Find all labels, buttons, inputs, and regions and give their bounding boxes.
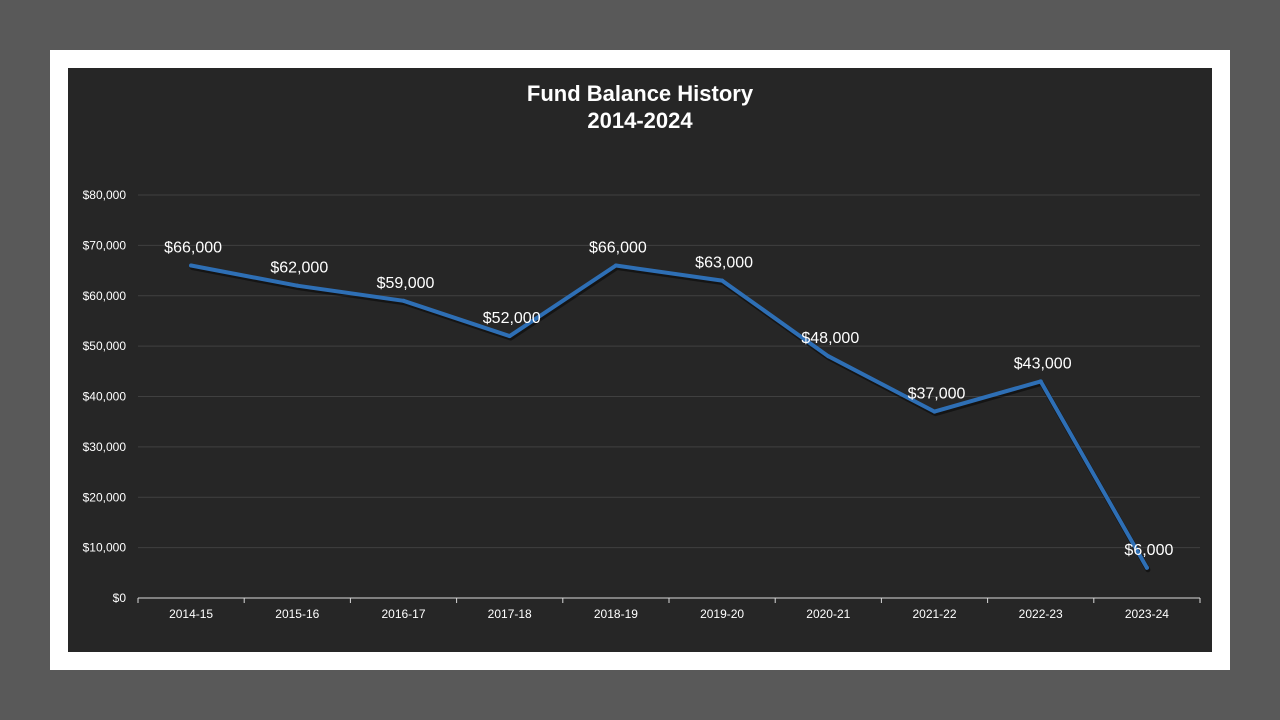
y-tick-label: $70,000 (83, 238, 127, 252)
x-tick-label: 2023-24 (1125, 607, 1169, 621)
data-point (401, 298, 406, 303)
data-label: $59,000 (377, 275, 435, 292)
data-labels: $66,000 $62,000 $59,000 $52,000 $66,000 $63,0… (164, 240, 1173, 559)
x-tick-label: 2015-16 (275, 607, 319, 621)
data-label: $48,000 (801, 330, 859, 347)
x-tick-label: 2018-19 (594, 607, 638, 621)
data-point (1144, 565, 1149, 570)
data-point (613, 263, 618, 268)
data-label: $37,000 (908, 386, 966, 403)
data-point (720, 278, 725, 283)
line-chart: Fund Balance History 2014-2024 $0 $10,000… (83, 81, 1201, 621)
data-point (826, 354, 831, 359)
y-tick-label: $20,000 (83, 490, 127, 504)
y-tick-label: $50,000 (83, 339, 127, 353)
y-axis: $0 $10,000 $20,000 $30,000 $40,000 $50,000 $60… (83, 188, 127, 605)
data-label: $66,000 (164, 240, 222, 257)
y-tick-label: $30,000 (83, 440, 127, 454)
x-axis: 2014-15 2015-16 2016-17 2017-18 2018-19 2019-… (137, 597, 1201, 621)
data-point (295, 283, 300, 288)
x-tick-label: 2017-18 (488, 607, 532, 621)
x-tick-label: 2022-23 (1019, 607, 1063, 621)
chart-title: Fund Balance History (527, 81, 754, 106)
data-label: $66,000 (589, 240, 647, 257)
series-line (189, 263, 1149, 570)
data-point (189, 263, 194, 268)
y-tick-label: $60,000 (83, 289, 127, 303)
x-tick-label: 2020-21 (806, 607, 850, 621)
y-tick-label: $40,000 (83, 390, 127, 404)
gridlines (138, 194, 1200, 549)
y-tick-label: $10,000 (83, 541, 127, 555)
x-tick-label: 2014-15 (169, 607, 213, 621)
data-point (932, 409, 937, 414)
data-point (1038, 379, 1043, 384)
data-label: $43,000 (1014, 355, 1072, 372)
chart-subtitle: 2014-2024 (587, 108, 693, 133)
data-label: $63,000 (695, 255, 753, 272)
x-tick-label: 2019-20 (700, 607, 744, 621)
data-label: $52,000 (483, 310, 541, 327)
x-tick-label: 2021-22 (912, 607, 956, 621)
data-label: $62,000 (270, 260, 328, 277)
data-point (507, 334, 512, 339)
x-tick-label: 2016-17 (381, 607, 425, 621)
y-tick-label: $80,000 (83, 188, 127, 202)
data-label: $6,000 (1124, 542, 1173, 559)
y-tick-label: $0 (113, 591, 127, 605)
chart-area: Fund Balance History 2014-2024 $0 $10,000… (68, 68, 1212, 652)
series-line-shadow (189, 265, 1151, 573)
series-layer (189, 263, 1151, 573)
